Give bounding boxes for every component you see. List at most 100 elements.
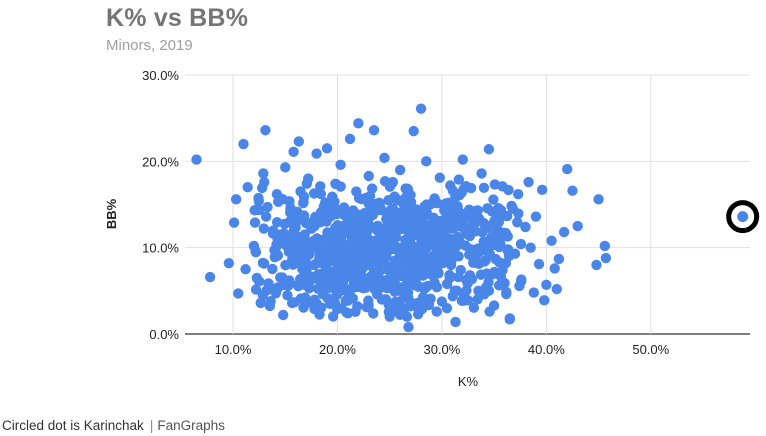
data-point-cloud: [391, 257, 403, 269]
data-point-cloud: [327, 311, 339, 322]
data-point-cloud: [286, 297, 298, 309]
caption-separator: |: [149, 418, 154, 433]
data-point: [335, 159, 346, 170]
data-point: [536, 184, 548, 196]
data-point-cloud: [250, 284, 262, 295]
data-point-cloud: [473, 243, 484, 254]
data-point: [204, 271, 216, 283]
data-point-cloud: [363, 295, 374, 306]
data-point-cloud: [298, 263, 310, 275]
data-point: [311, 148, 322, 159]
data-point-cloud: [389, 277, 400, 289]
data-point-cloud: [489, 231, 500, 242]
data-point-cloud: [427, 238, 438, 249]
data-point-cloud: [361, 260, 373, 271]
data-point: [512, 188, 524, 200]
data-point-cloud: [315, 188, 327, 200]
data-point: [533, 258, 545, 270]
data-point-cloud: [482, 220, 493, 231]
data-point-cloud: [465, 244, 476, 255]
data-point-cloud: [453, 233, 464, 245]
data-point: [457, 154, 469, 165]
data-point-cloud: [488, 194, 499, 205]
data-point-cloud: [458, 295, 470, 306]
highlight-layer: [726, 200, 760, 234]
data-point-cloud: [403, 241, 415, 252]
data-point-cloud: [437, 257, 449, 269]
data-point-cloud: [317, 235, 328, 247]
data-point: [528, 287, 540, 298]
data-point-cloud: [384, 181, 396, 192]
data-point-cloud: [515, 275, 527, 287]
data-point: [450, 316, 461, 328]
caption: Circled dot is Karinchak | FanGraphs: [2, 418, 225, 433]
data-point: [403, 321, 414, 333]
data-point-cloud: [394, 309, 406, 321]
data-point-cloud: [350, 306, 361, 318]
data-point-cloud: [392, 195, 403, 206]
data-point-cloud: [400, 201, 412, 212]
data-point: [191, 154, 202, 165]
scatter-plot: 0.0% 10.0% 20.0% 30.0% 10.0% 20.0% 30.0% 40.0% 5…: [104, 68, 760, 389]
data-point-cloud: [251, 204, 262, 215]
data-point-cloud: [282, 277, 293, 288]
data-point: [591, 259, 602, 271]
data-point-cloud: [348, 279, 360, 291]
data-point-cloud: [278, 228, 290, 239]
data-point-cloud: [447, 290, 458, 302]
data-point: [525, 242, 536, 253]
data-point: [415, 103, 427, 114]
data-point-cloud: [277, 194, 288, 205]
data-point-cloud: [295, 186, 306, 197]
data-point: [228, 217, 240, 228]
data-point: [344, 133, 356, 145]
data-point-cloud: [390, 227, 402, 238]
data-point-cloud: [299, 292, 311, 303]
data-point-cloud: [502, 245, 513, 256]
data-point-cloud: [299, 245, 311, 256]
data-point-cloud: [317, 280, 328, 291]
data-point-cloud: [444, 272, 456, 284]
data-point-cloud: [258, 258, 270, 269]
data-point-cloud: [512, 217, 523, 228]
chart-subtitle: Minors, 2019: [106, 37, 193, 54]
data-point-cloud: [321, 216, 332, 227]
data-point-cloud: [493, 280, 505, 291]
data-point: [541, 279, 552, 290]
data-point-cloud: [301, 178, 313, 189]
data-point-cloud: [458, 218, 469, 229]
data-point-cloud: [272, 283, 283, 294]
data-point: [238, 138, 249, 150]
data-point-cloud: [300, 218, 312, 229]
data-point-cloud: [259, 176, 270, 188]
data-point-cloud: [452, 203, 464, 215]
data-point-cloud: [375, 255, 386, 267]
data-point-cloud: [358, 282, 369, 294]
data-point-cloud: [443, 197, 455, 209]
data-point-cloud: [376, 227, 387, 239]
highlighted-data-point: [737, 211, 749, 223]
data-point-cloud: [515, 238, 527, 250]
data-point-cloud: [363, 198, 374, 209]
data-point-cloud: [348, 266, 359, 277]
data-point-cloud: [462, 278, 473, 289]
data-point: [258, 168, 269, 179]
data-point-cloud: [453, 271, 464, 283]
data-point-cloud: [373, 280, 384, 291]
data-point-cloud: [258, 223, 270, 234]
data-point: [353, 118, 364, 129]
data-point-cloud: [370, 205, 381, 217]
data-point-cloud: [487, 269, 499, 280]
data-point-cloud: [250, 245, 261, 257]
data-point-cloud: [288, 230, 299, 242]
data-point: [277, 309, 289, 321]
data-point-cloud: [434, 230, 445, 241]
data-point-cloud: [314, 309, 325, 320]
data-point-cloud: [404, 223, 415, 235]
data-point: [379, 152, 390, 164]
data-point-cloud: [406, 257, 418, 269]
data-point-cloud: [290, 222, 301, 233]
data-point: [394, 164, 406, 176]
data-point-cloud: [506, 200, 517, 212]
data-point-cloud: [470, 257, 481, 268]
